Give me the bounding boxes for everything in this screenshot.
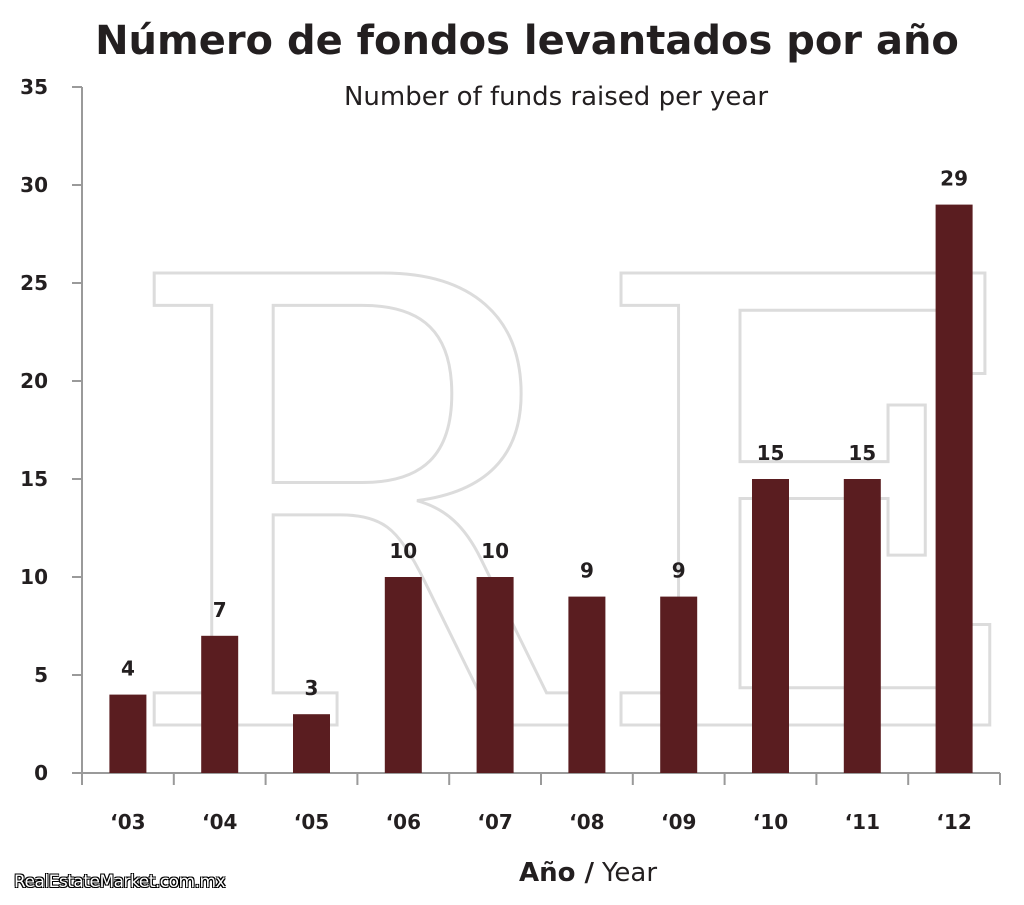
- x-tick-label: ‘11: [845, 810, 880, 834]
- data-label: 9: [580, 559, 594, 583]
- y-tick-label: 35: [20, 75, 48, 99]
- bar: [201, 635, 239, 773]
- data-label: 10: [481, 539, 509, 563]
- y-tick-label: 30: [20, 173, 48, 197]
- x-tick-label: ‘09: [661, 810, 696, 834]
- bar: [752, 479, 789, 773]
- data-label: 7: [213, 598, 227, 622]
- y-tick-label: 15: [20, 467, 48, 491]
- chart-subtitle: Number of funds raised per year: [344, 82, 768, 112]
- bar: [843, 479, 881, 773]
- x-tick-label: ‘05: [294, 810, 329, 834]
- data-label: 29: [940, 167, 968, 191]
- data-label: 9: [672, 559, 686, 583]
- data-label: 15: [757, 441, 785, 465]
- data-label: 3: [305, 676, 319, 700]
- x-tick-label: ‘08: [569, 810, 604, 834]
- bar: [660, 596, 698, 773]
- data-label: 15: [848, 441, 876, 465]
- data-labels: 4 7 3 10 10 9 9 15 15 29: [121, 167, 968, 701]
- x-tick-label: ‘06: [386, 810, 421, 834]
- bars: [109, 204, 973, 774]
- bar: [384, 577, 422, 773]
- data-label: 10: [389, 539, 417, 563]
- x-tick-label: ‘03: [110, 810, 145, 834]
- x-axis-label: Año / Year: [519, 858, 657, 888]
- bar: [568, 596, 606, 773]
- bar: [109, 694, 147, 773]
- y-tick-label: 20: [20, 369, 48, 393]
- x-axis-label-bold: Año /: [519, 858, 595, 888]
- bar: [476, 577, 514, 773]
- y-tick-label: 25: [20, 271, 48, 295]
- credit-text: RealEstateMarket.com.mx: [14, 872, 226, 892]
- y-axis: 0 5 10 15 20 25 30 35: [20, 75, 83, 785]
- chart-title: Número de fondos levantados por año: [95, 18, 959, 64]
- y-tick-label: 10: [20, 565, 48, 589]
- x-tick-labels: ‘03 ‘04 ‘05 ‘06 ‘07 ‘08 ‘09 ‘10 ‘11 ‘12: [110, 810, 972, 834]
- x-tick-label: ‘12: [936, 810, 971, 834]
- y-tick-label: 0: [34, 761, 48, 785]
- bar: [293, 714, 330, 773]
- data-label: 4: [121, 657, 135, 681]
- x-tick-label: ‘04: [202, 810, 237, 834]
- bar: [935, 204, 973, 774]
- y-tick-label: 5: [34, 663, 48, 687]
- x-tick-label: ‘07: [477, 810, 512, 834]
- x-axis-label-normal: Year: [601, 858, 657, 888]
- x-tick-label: ‘10: [753, 810, 788, 834]
